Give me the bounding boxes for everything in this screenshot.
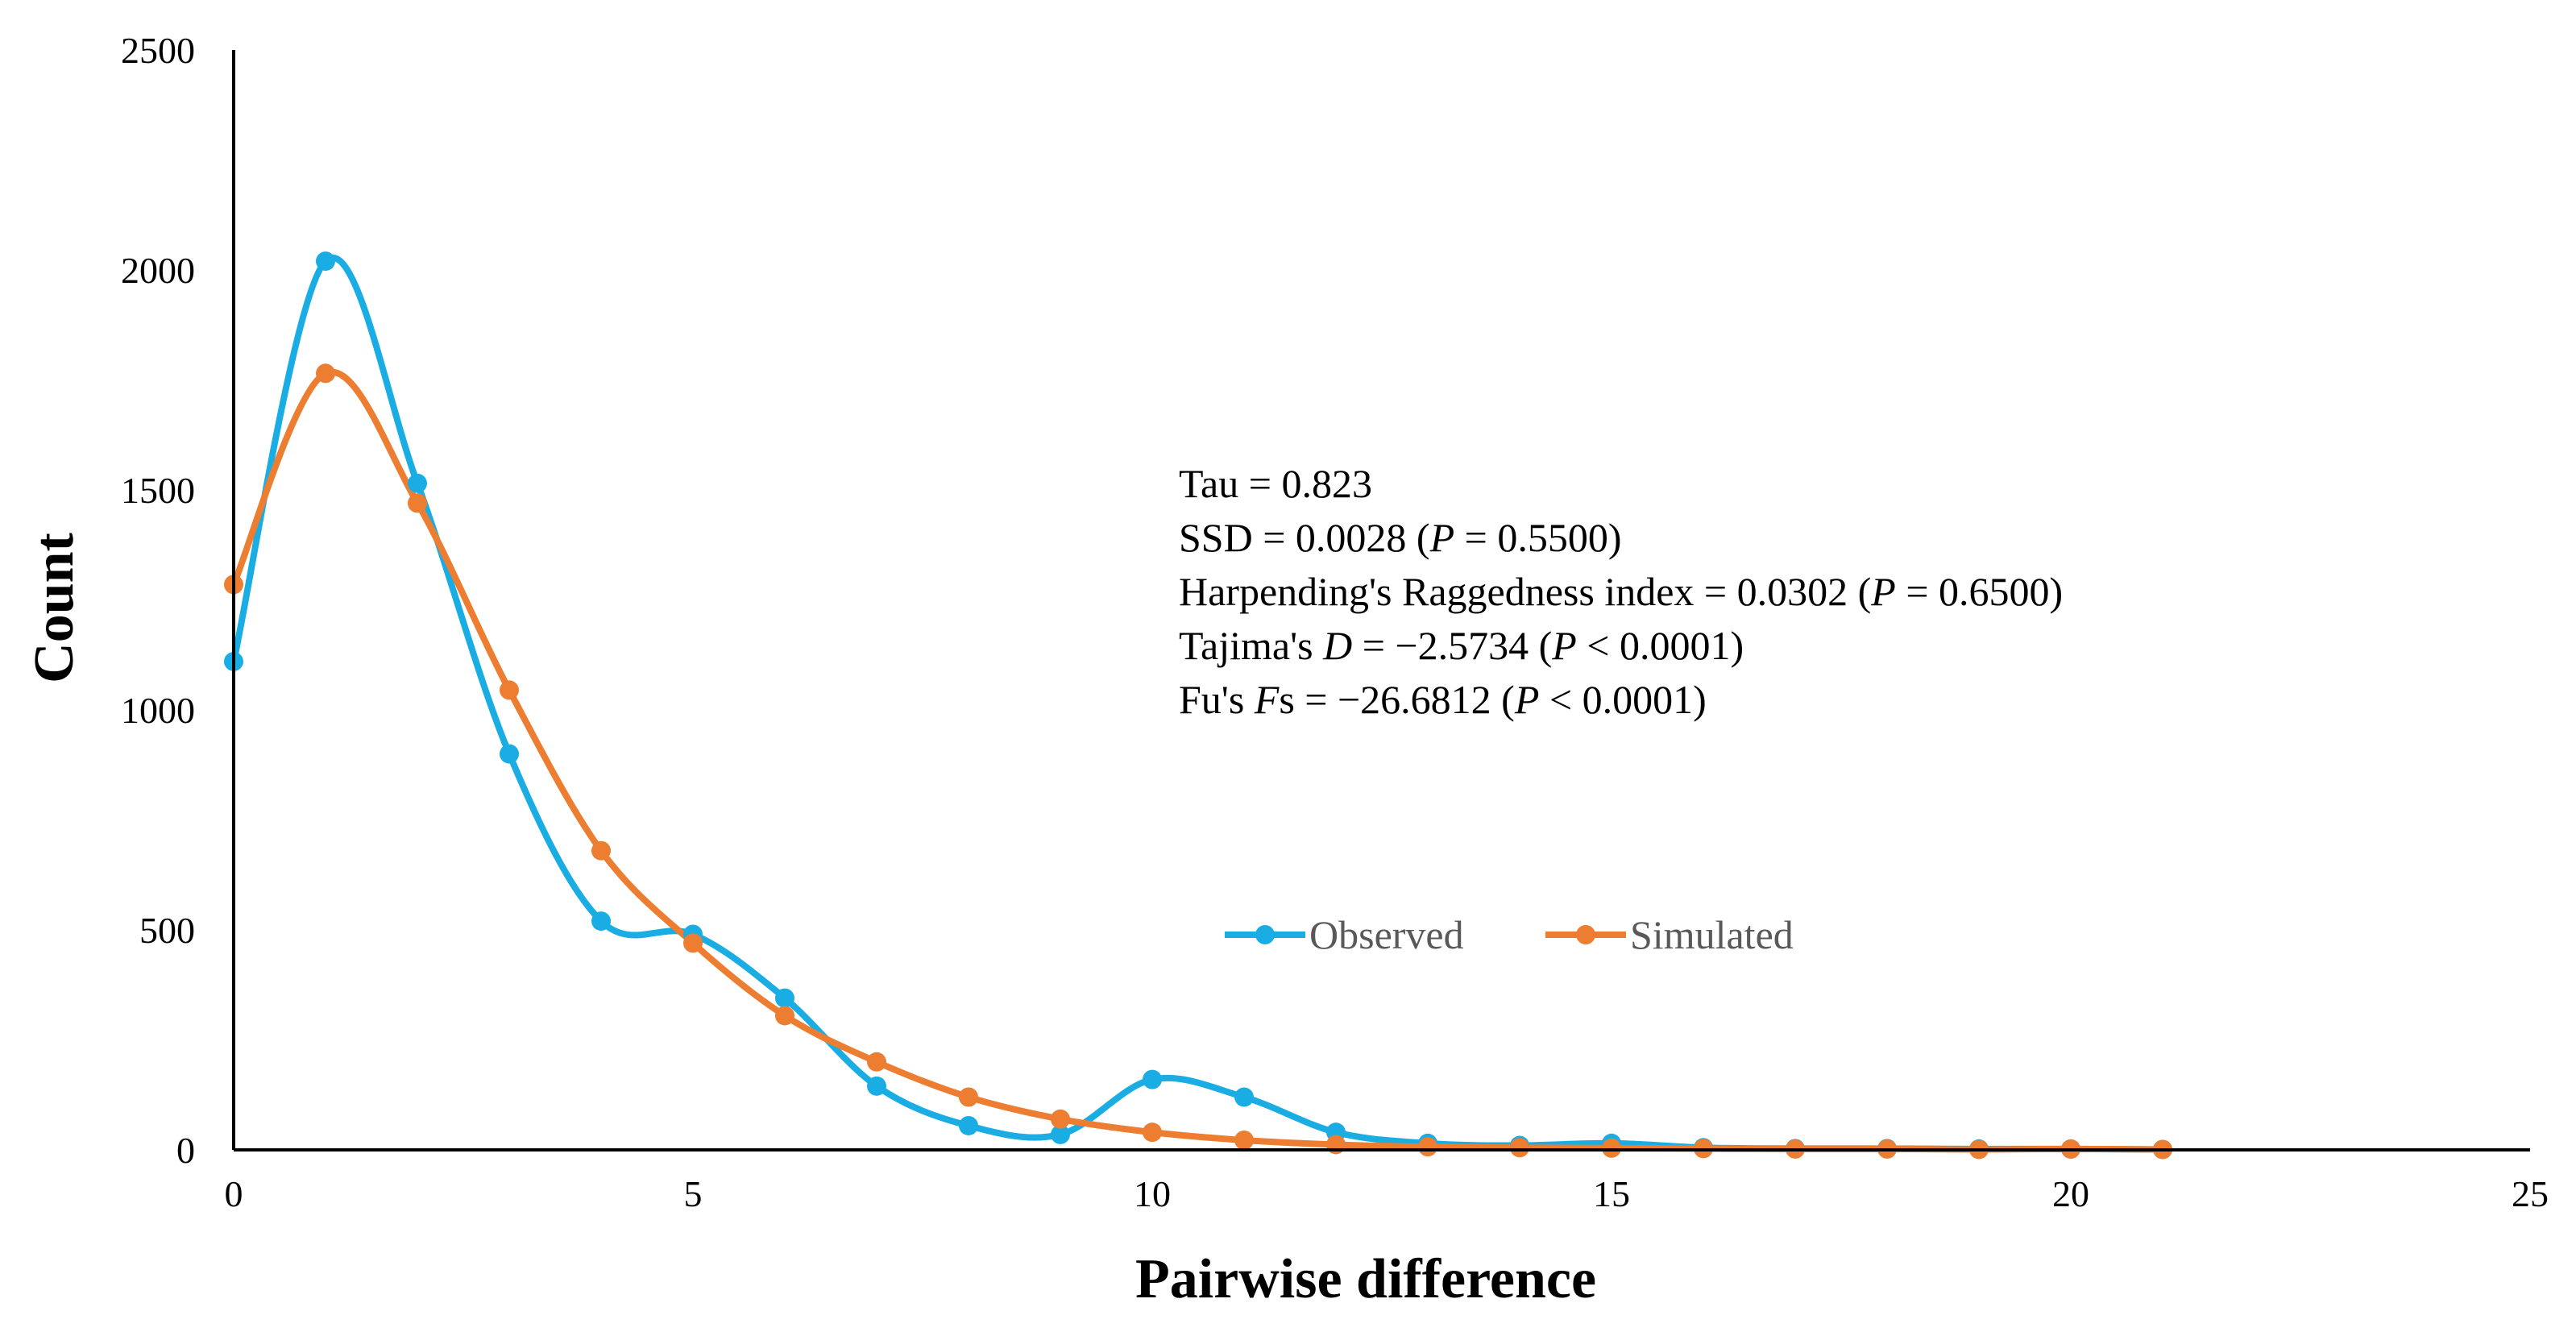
- data-point-observed: [316, 251, 335, 272]
- y-tick-label: 0: [176, 1130, 195, 1171]
- y-tick-label: 2000: [121, 250, 195, 291]
- data-point-simulated: [1418, 1137, 1437, 1157]
- data-point-simulated: [1510, 1138, 1529, 1158]
- stat-line: Tau = 0.823: [1179, 461, 1372, 506]
- data-point-observed: [1234, 1087, 1254, 1107]
- x-tick-label: 5: [684, 1173, 703, 1214]
- legend-label-observed: Observed: [1309, 912, 1464, 957]
- data-point-observed: [1143, 1069, 1162, 1089]
- data-point-observed: [867, 1076, 886, 1096]
- y-tick-label: 2500: [121, 30, 195, 71]
- data-point-observed: [408, 473, 427, 493]
- y-tick-label: 1000: [121, 690, 195, 731]
- y-tick-labels: 0 500 1000 1500 2000 2500: [121, 30, 195, 1171]
- y-tick-label: 1500: [121, 470, 195, 511]
- legend-marker-observed: [1255, 925, 1275, 944]
- x-tick-label: 15: [1593, 1173, 1630, 1214]
- data-point-observed: [500, 744, 519, 764]
- y-axis-title: Count: [23, 533, 85, 683]
- stat-line: Harpending's Raggedness index = 0.0302 (…: [1179, 569, 2063, 614]
- statistics-annotation: Tau = 0.823 SSD = 0.0028 (P = 0.5500) Harp…: [1179, 461, 2063, 722]
- data-point-simulated: [408, 493, 427, 513]
- data-point-simulated: [1234, 1130, 1254, 1150]
- y-tick-label: 500: [139, 910, 195, 951]
- legend-label-simulated: Simulated: [1630, 912, 1794, 957]
- data-point-simulated: [867, 1052, 886, 1072]
- data-point-observed: [1051, 1124, 1070, 1144]
- legend: Observed Simulated: [1225, 912, 1794, 957]
- stat-line: Fu's Fs = −26.6812 (P < 0.0001): [1179, 677, 1707, 722]
- data-point-simulated: [1143, 1122, 1162, 1143]
- x-tick-label: 10: [1134, 1173, 1171, 1214]
- data-point-simulated: [316, 363, 335, 384]
- x-tick-label: 0: [225, 1173, 243, 1214]
- data-point-simulated: [683, 933, 703, 953]
- x-tick-label: 20: [2052, 1173, 2089, 1214]
- data-point-simulated: [959, 1087, 978, 1107]
- data-point-observed: [959, 1115, 978, 1135]
- data-point-simulated: [591, 840, 611, 861]
- legend-marker-simulated: [1576, 925, 1595, 944]
- x-axis-title: Pairwise difference: [1135, 1248, 1596, 1310]
- x-tick-labels: 0 5 10 15 20 25: [225, 1173, 2549, 1214]
- data-point-simulated: [1051, 1109, 1070, 1129]
- data-point-simulated: [1602, 1138, 1621, 1158]
- x-tick-label: 25: [2512, 1173, 2549, 1214]
- stat-line: Tajima's D = −2.5734 (P < 0.0001): [1179, 623, 1744, 668]
- data-point-observed: [591, 911, 611, 932]
- data-point-simulated: [500, 680, 519, 700]
- stat-line: SSD = 0.0028 (P = 0.5500): [1179, 515, 1621, 560]
- data-point-observed: [775, 988, 794, 1008]
- data-point-simulated: [775, 1006, 794, 1026]
